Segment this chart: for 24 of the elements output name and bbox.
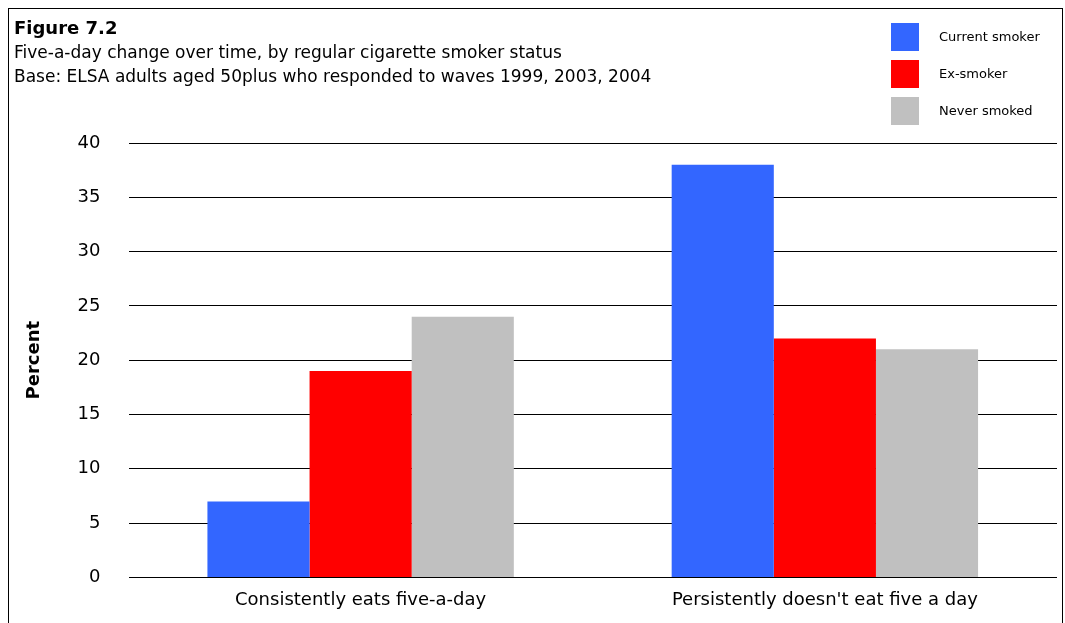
legend-label: Ex-smoker xyxy=(939,66,1008,81)
x-tick-label: Consistently eats five-a-day xyxy=(235,587,487,609)
y-tick-label: 30 xyxy=(77,239,101,261)
y-tick-label: 0 xyxy=(89,565,101,587)
chart-title: Figure 7.2 xyxy=(14,16,119,40)
bar xyxy=(309,371,412,577)
text: Base: ELSA adults aged 50plus who responded to waves 1999, 2003, 2004 xyxy=(14,65,652,88)
bar xyxy=(411,316,514,577)
legend-label: Never smoked xyxy=(939,103,1033,118)
bar xyxy=(671,164,774,577)
y-axis-title: Percent xyxy=(22,320,44,400)
y-tick-label: 40 xyxy=(77,130,101,152)
legend-label: Current smoker xyxy=(939,29,1040,44)
y-tick-label: 10 xyxy=(77,456,101,478)
bar xyxy=(875,349,979,577)
y-tick-label: 20 xyxy=(77,347,101,369)
y-tick-label: 25 xyxy=(77,293,101,315)
y-tick-label: 15 xyxy=(77,402,101,424)
y-tick-label: 5 xyxy=(89,510,101,532)
chart-subtitle: Five-a-day change over time, by regular cigarette smoker status xyxy=(14,41,563,64)
y-tick-label: 35 xyxy=(77,184,101,206)
bar xyxy=(207,501,310,577)
x-tick-label: Persistently doesn't eat five a day xyxy=(671,587,979,609)
bar xyxy=(773,338,876,577)
